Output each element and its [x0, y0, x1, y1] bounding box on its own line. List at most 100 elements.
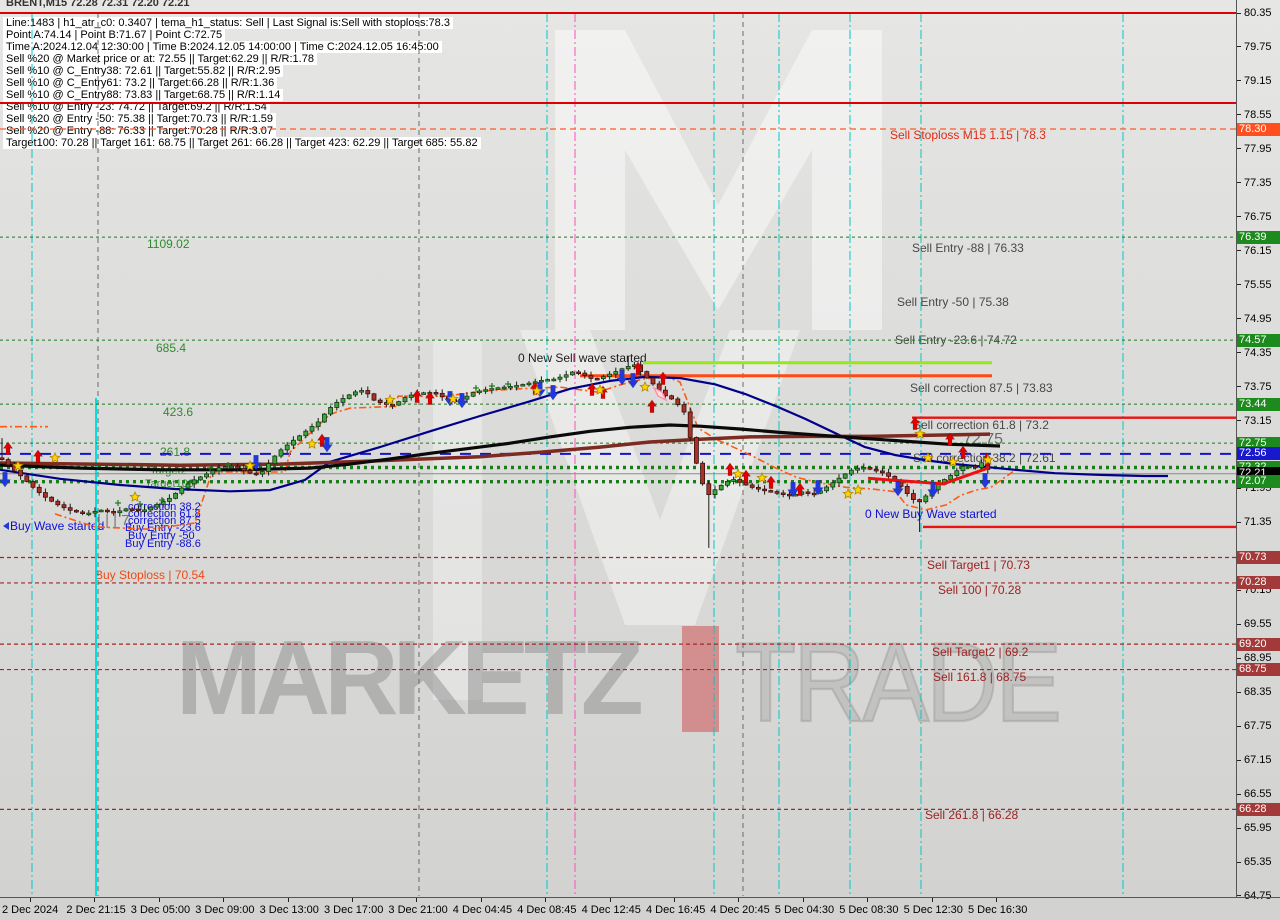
chart-annotation: Target100 — [145, 478, 194, 490]
price-axis-scale[interactable]: 80.35 79.75 79.15 78.55 77.95 77.35 76.75 76.15… — [1236, 0, 1280, 902]
vertical-lines — [31, 13, 1124, 896]
time-axis-scale[interactable]: 2 Dec 2024 2 Dec 21:15 3 Dec 05:00 3 Dec 09… — [0, 897, 1280, 920]
time-tick — [94, 898, 96, 902]
chart-annotation: Sell Entry -50 | 75.38 — [897, 295, 1009, 309]
price-tick — [1237, 589, 1241, 591]
time-tick — [287, 898, 289, 902]
price-label: 67.15 — [1244, 754, 1272, 767]
price-label: 65.95 — [1244, 822, 1272, 835]
time-label: 4 Dec 16:45 — [646, 904, 706, 916]
chart-annotation: Sell 261.8 | 66.28 — [925, 808, 1019, 822]
time-tick — [931, 898, 933, 902]
ma-maroon — [0, 432, 991, 467]
time-tick — [738, 898, 740, 902]
price-tick — [1237, 623, 1241, 625]
price-tick — [1237, 420, 1241, 422]
price-label: 80.35 — [1244, 7, 1272, 19]
time-label: 3 Dec 05:00 — [130, 904, 191, 916]
price-tick — [1237, 182, 1241, 184]
info-row: Line:1483 | h1_atr_c0: 0.3407 | tema_h1_… — [3, 17, 453, 29]
price-label: 79.15 — [1244, 74, 1272, 87]
time-tick — [223, 898, 225, 902]
chart-annotation: | | | 7 — [97, 512, 130, 529]
info-row: Time A:2024.12.04 12:30:00 | Time B:2024… — [3, 41, 442, 53]
time-tick — [352, 898, 353, 902]
price-tick — [1237, 318, 1241, 320]
info-row: Point A:74.14 | Point B:71.67 | Point C:… — [3, 29, 226, 41]
chart-annotation: Sell Target1 | 70.73 — [927, 558, 1030, 572]
time-label: 2 Dec 21:15 — [66, 904, 126, 916]
time-label: 3 Dec 21:00 — [388, 904, 448, 916]
chart-annotation: correction 87.5 — [128, 515, 201, 527]
price-label: 74.95 — [1244, 312, 1272, 325]
ma-black — [0, 423, 1001, 472]
moving-averages — [0, 375, 1168, 493]
time-label: 5 Dec 04:30 — [774, 904, 835, 916]
time-label: 3 Dec 09:00 — [195, 904, 255, 916]
price-level-label: 78.30 — [1237, 122, 1280, 136]
time-label: 5 Dec 16:30 — [968, 904, 1028, 916]
price-level-label: 76.39 — [1237, 230, 1280, 244]
info-row: Sell %20 @ Market price or at: 72.55 || … — [3, 53, 317, 65]
chart-annotation: correction 61.8 — [128, 508, 201, 520]
chart-annotation: Sell correction 87.5 | 73.83 — [910, 381, 1053, 395]
chart-annotation: Sell 161.8 | 68.75 — [933, 670, 1027, 684]
horizontal-levels — [0, 12, 1237, 810]
time-label: 4 Dec 08:45 — [517, 904, 577, 916]
info-row: Target100: 70.28 || Target 161: 68.75 ||… — [3, 137, 481, 149]
price-label: 73.75 — [1244, 380, 1272, 393]
chart-annotation: 1109.02 — [147, 237, 190, 251]
price-label: 79.75 — [1244, 40, 1272, 53]
time-tick — [480, 898, 482, 902]
time-tick — [802, 898, 804, 902]
price-level-label: 70.73 — [1237, 550, 1280, 564]
time-label: 5 Dec 12:30 — [903, 904, 963, 916]
price-tick — [1237, 521, 1241, 523]
price-label: 68.35 — [1244, 686, 1272, 699]
price-tick — [1237, 793, 1241, 795]
ma-navy — [0, 375, 1168, 493]
price-level-label: 74.57 — [1237, 333, 1280, 347]
price-tick — [1237, 386, 1241, 388]
chart-annotation: Sell correction 61.8 | 73.2 — [913, 418, 1049, 432]
time-tick — [158, 898, 160, 902]
price-label: 68.95 — [1244, 652, 1272, 665]
candles — [0, 355, 991, 548]
chart-annotation: Buy Entry -50 — [128, 530, 195, 542]
price-label: 67.75 — [1244, 720, 1272, 733]
time-tick — [416, 898, 418, 902]
chart-annotation: Buy Stoploss | 70.54 — [95, 568, 205, 582]
time-tick — [545, 898, 547, 902]
price-level-label: 72.75 — [1237, 436, 1280, 450]
price-label: 69.55 — [1244, 618, 1272, 631]
price-tick — [1237, 487, 1241, 489]
chart-annotation: correction 38.2 — [128, 501, 201, 513]
chart-annotation: Buy Wave started — [10, 519, 105, 533]
chart-annotation: 261.8 — [160, 445, 191, 459]
time-tick — [609, 898, 611, 902]
price-label: 76.15 — [1244, 244, 1272, 257]
price-level-label: 68.75 — [1237, 663, 1280, 677]
price-level-label: 66.28 — [1237, 802, 1280, 816]
chart-annotation: 685.4 — [156, 341, 187, 355]
time-tick — [30, 898, 31, 902]
price-tick — [1237, 827, 1241, 829]
price-tick — [1237, 284, 1241, 286]
time-label: 4 Dec 04:45 — [452, 904, 513, 916]
time-tick — [996, 898, 997, 902]
price-level-label: 70.28 — [1237, 576, 1280, 590]
price-label: 77.95 — [1244, 142, 1272, 155]
price-tick — [1237, 216, 1241, 218]
price-tick — [1237, 250, 1241, 252]
price-label: 75.55 — [1244, 278, 1272, 291]
info-row: Sell %20 @ Entry -88: 76.33 || Target:70… — [3, 125, 276, 137]
time-label: 2 Dec 2024 — [2, 904, 59, 916]
price-tick — [1237, 691, 1241, 693]
red-zigzag-line — [867, 466, 989, 486]
price-tick — [1237, 80, 1241, 82]
price-tick — [1237, 46, 1241, 48]
price-level-label: 73.44 — [1237, 397, 1280, 411]
price-tick — [1237, 895, 1241, 897]
